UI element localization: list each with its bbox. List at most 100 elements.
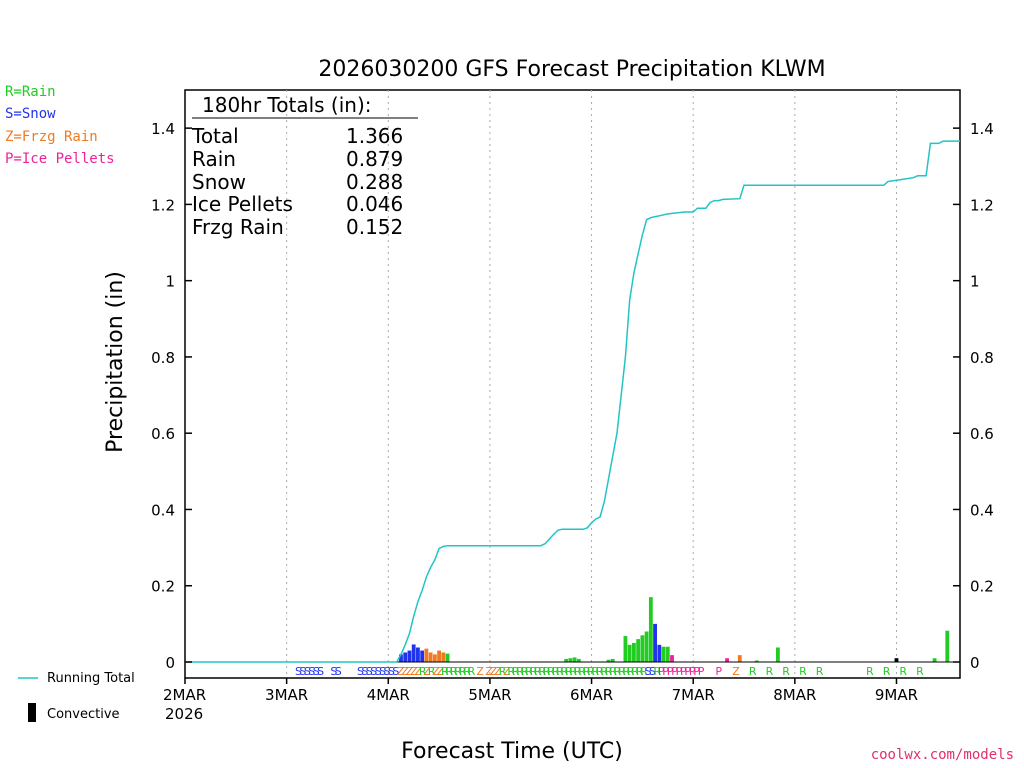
totals-total-value: 1.366 xyxy=(346,124,403,148)
precip-bar-27 xyxy=(661,646,666,662)
precip-bar-5 xyxy=(420,650,425,662)
x-tick-label-6: 8MAR xyxy=(773,686,816,704)
precip-type-legend: R=Rain S=Snow Z=Frzg Rain P=Ice Pellets xyxy=(5,84,115,167)
ptype-letter-49: R xyxy=(547,665,555,678)
ptype-letter-40: R xyxy=(507,665,515,678)
ptype-letter-5: S xyxy=(317,665,324,678)
precip-bar-19 xyxy=(627,644,632,662)
precip-bar-35 xyxy=(932,658,937,662)
ptype-letter-43: R xyxy=(521,665,529,678)
ptype-letter-17: Z xyxy=(397,665,405,678)
ptype-letter-67: R xyxy=(627,665,635,678)
ptype-letter-45: R xyxy=(530,665,538,678)
precip-bar-0 xyxy=(399,654,403,662)
y-tick-label-left-1: 0.2 xyxy=(151,578,175,596)
precip-bar-4 xyxy=(416,647,420,662)
convective-swatch xyxy=(28,703,36,722)
precip-bar-28 xyxy=(665,646,670,662)
ptype-letter-55: R xyxy=(574,665,582,678)
ptype-letter-82: P xyxy=(693,665,700,678)
ptype-letter-56: R xyxy=(578,665,586,678)
ptype-letter-39: Z xyxy=(503,665,511,678)
y-tick-label-right-4: 0.8 xyxy=(970,349,994,367)
ptype-letter-70: R xyxy=(640,665,648,678)
ptype-letter-31: R xyxy=(459,665,467,678)
ptype-letter-52: R xyxy=(561,665,569,678)
ptype-letter-90: R xyxy=(816,665,824,678)
precip-bar-13 xyxy=(568,658,573,662)
x-tick-label-2: 4MAR xyxy=(367,686,410,704)
ptype-letter-76: P xyxy=(667,665,674,678)
precip-bar-36 xyxy=(945,630,950,662)
legend-ice-pellets: P=Ice Pellets xyxy=(5,151,115,167)
totals-rain-label: Rain xyxy=(192,147,236,171)
ptype-letter-14: S xyxy=(384,665,391,678)
precip-bar-11 xyxy=(445,653,450,662)
plot-frame xyxy=(184,89,961,679)
ptype-letter-26: Z xyxy=(437,665,445,678)
ptype-letter-94: R xyxy=(916,665,924,678)
precip-bar-24 xyxy=(648,597,653,662)
y-tick-label-left-2: 0.4 xyxy=(151,501,175,519)
ptype-letter-30: R xyxy=(454,665,462,678)
ptype-letter-64: R xyxy=(614,665,622,678)
ptype-letter-38: R xyxy=(499,665,507,678)
ptype-letter-44: R xyxy=(525,665,533,678)
ptype-letter-9: S xyxy=(361,665,368,678)
y-tick-label-left-3: 0.6 xyxy=(151,425,175,443)
chart-title: 2026030200 GFS Forecast Precipitation KL… xyxy=(318,57,825,82)
ptype-letter-89: R xyxy=(799,665,807,678)
precip-bar-2 xyxy=(407,650,412,662)
x-tick-label-3: 5MAR xyxy=(468,686,511,704)
y-tick-label-right-3: 0.6 xyxy=(970,425,994,443)
vertical-gridlines xyxy=(286,90,897,678)
ptype-letter-21: Z xyxy=(415,665,423,678)
ptype-letter-15: S xyxy=(388,665,395,678)
totals-rain-value: 0.879 xyxy=(346,147,403,171)
precip-bar-12 xyxy=(564,658,569,662)
ptype-letter-53: R xyxy=(565,665,573,678)
ptype-letter-32: R xyxy=(463,665,471,678)
ptype-letter-93: R xyxy=(899,665,907,678)
ptype-letter-29: R xyxy=(450,665,458,678)
ptype-letter-24: R xyxy=(428,665,436,678)
ptype-letter-42: R xyxy=(516,665,524,678)
ptype-letter-66: R xyxy=(623,665,631,678)
ptype-letter-91: R xyxy=(866,665,874,678)
precip-bar-22 xyxy=(640,635,645,662)
ptype-letter-10: S xyxy=(366,665,373,678)
x-axis-title: Forecast Time (UTC) xyxy=(401,739,623,764)
ptype-letter-83: P xyxy=(698,665,705,678)
precip-bar-26 xyxy=(657,644,662,662)
running-total-line xyxy=(185,140,960,663)
precip-bar-7 xyxy=(428,652,433,662)
ptype-letter-54: R xyxy=(569,665,577,678)
x-tick-label-7: 9MAR xyxy=(875,686,918,704)
totals-frzg-rain-label: Frzg Rain xyxy=(192,215,284,239)
ptype-letter-2: S xyxy=(304,665,311,678)
y-axis-left: 0 0.2 0.4 0.6 0.8 1 1.2 1.4 xyxy=(151,120,192,672)
running-total-label: Running Total xyxy=(47,671,135,686)
ptype-letter-84: P xyxy=(715,665,722,678)
precip-bars xyxy=(399,597,950,662)
ptype-letter-85: Z xyxy=(732,665,740,678)
ptype-letter-23: Z xyxy=(423,665,431,678)
x-tick-label-5: 7MAR xyxy=(672,686,715,704)
ptype-letter-63: R xyxy=(609,665,617,678)
ptype-letter-81: P xyxy=(689,665,696,678)
precip-bar-29 xyxy=(670,655,674,662)
ptype-letter-36: Z xyxy=(490,665,498,678)
legend-rain: R=Rain xyxy=(5,84,56,100)
ptype-letter-35: Z xyxy=(485,665,493,678)
legend-freezing-rain: Z=Frzg Rain xyxy=(5,129,98,145)
precip-bar-15 xyxy=(576,658,581,662)
ptype-letter-13: S xyxy=(379,665,386,678)
precip-bar-21 xyxy=(636,639,641,662)
legend-snow: S=Snow xyxy=(5,106,56,122)
totals-ice-pellets-label: Ice Pellets xyxy=(192,192,293,216)
precip-bar-30 xyxy=(725,658,729,662)
precip-bar-32 xyxy=(754,660,759,662)
ptype-letter-80: P xyxy=(684,665,691,678)
